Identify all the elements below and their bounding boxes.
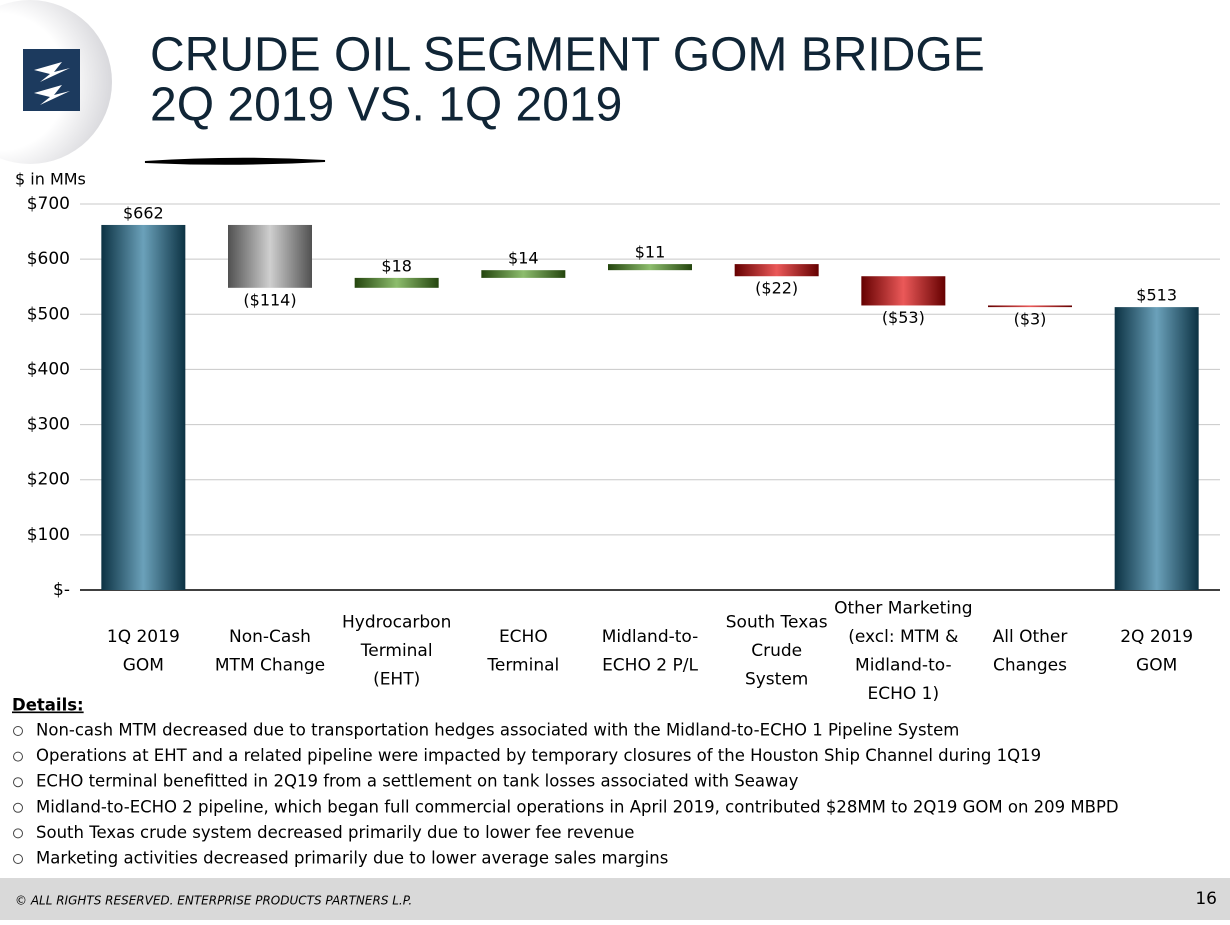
bar bbox=[481, 270, 566, 278]
title-underline bbox=[144, 157, 326, 165]
x-tick-label: Terminal bbox=[486, 655, 559, 675]
bar bbox=[608, 264, 692, 271]
y-axis-label: $ in MMs bbox=[15, 170, 86, 189]
value-label: ($114) bbox=[243, 290, 296, 309]
logo-mark bbox=[34, 62, 70, 105]
x-tick-label: South Texas bbox=[726, 613, 828, 633]
y-tick-label: $400 bbox=[27, 359, 70, 379]
y-tick-label: $200 bbox=[27, 470, 70, 490]
value-label: $11 bbox=[635, 243, 666, 262]
page-number: 16 bbox=[1195, 889, 1217, 909]
x-tick-label: 1Q 2019 bbox=[107, 627, 180, 647]
x-tick-label: MTM Change bbox=[215, 655, 325, 675]
y-tick-label: $700 bbox=[27, 194, 70, 214]
bar bbox=[101, 224, 186, 590]
y-tick-label: $- bbox=[53, 580, 70, 600]
bar bbox=[861, 276, 946, 306]
x-tick-label: Crude bbox=[751, 641, 802, 661]
detail-item: Non-cash MTM decreased due to transporta… bbox=[36, 721, 959, 740]
x-tick-label: Non-Cash bbox=[229, 627, 311, 647]
x-tick-label: (EHT) bbox=[373, 670, 420, 690]
chart: $- $100 $200 $300 $400 $500 $600 $700 $662 1Q 201… bbox=[27, 194, 1220, 704]
value-label: $662 bbox=[123, 203, 164, 222]
bullet bbox=[13, 802, 23, 813]
x-tick-label: ECHO bbox=[499, 627, 548, 647]
x-tick-label: ECHO 2 P/L bbox=[602, 655, 698, 675]
title-line: CRUDE OIL SEGMENT GOM BRIDGE bbox=[150, 29, 985, 82]
value-label: $14 bbox=[508, 249, 539, 268]
detail-item: Operations at EHT and a related pipeline… bbox=[36, 746, 1041, 765]
detail-item: Marketing activities decreased primarily… bbox=[36, 849, 668, 868]
logo bbox=[23, 49, 80, 111]
bar bbox=[1114, 307, 1199, 590]
details-heading: Details: bbox=[12, 696, 84, 715]
value-label: ($53) bbox=[882, 308, 925, 327]
x-tick-label: All Other bbox=[993, 627, 1068, 647]
x-tick-label: (excl: MTM & bbox=[848, 627, 958, 647]
x-tick-label: Midland-to- bbox=[602, 627, 699, 647]
detail-item: South Texas crude system decreased prima… bbox=[36, 823, 634, 842]
value-label: ($3) bbox=[1014, 310, 1047, 329]
title-line: 2Q 2019 VS. 1Q 2019 bbox=[150, 79, 622, 132]
bar bbox=[354, 277, 439, 288]
bullet bbox=[13, 751, 23, 762]
value-label: $513 bbox=[1136, 286, 1177, 305]
bullet bbox=[13, 777, 23, 788]
x-tick-label: System bbox=[745, 670, 808, 690]
value-label: ($22) bbox=[755, 279, 798, 298]
bullet bbox=[13, 828, 23, 839]
x-tick-label: GOM bbox=[123, 655, 164, 675]
x-tick-label: Terminal bbox=[360, 641, 433, 661]
detail-item: Midland-to-ECHO 2 pipeline, which began … bbox=[36, 797, 1119, 816]
bar bbox=[734, 264, 819, 277]
y-tick-label: $600 bbox=[27, 249, 70, 269]
copyright: © ALL RIGHTS RESERVED. ENTERPRISE PRODUC… bbox=[15, 894, 412, 908]
bullet bbox=[13, 854, 23, 864]
x-tick-label: Hydrocarbon bbox=[342, 613, 451, 633]
x-tick-label: Midland-to- bbox=[855, 655, 952, 675]
bullet bbox=[13, 726, 23, 736]
bar bbox=[988, 305, 1072, 308]
y-tick-label: $100 bbox=[27, 525, 70, 545]
x-tick-label: GOM bbox=[1136, 655, 1177, 675]
details: Non-cash MTM decreased due to transporta… bbox=[13, 721, 1119, 868]
detail-item: ECHO terminal benefitted in 2Q19 from a … bbox=[36, 772, 799, 791]
x-tick-label: Changes bbox=[993, 655, 1067, 675]
footer-bar bbox=[0, 878, 1230, 920]
x-tick-label: ECHO 1) bbox=[868, 684, 940, 704]
x-tick-label: 2Q 2019 bbox=[1120, 627, 1193, 647]
value-label: $18 bbox=[381, 256, 412, 275]
y-tick-label: $500 bbox=[27, 304, 70, 324]
y-tick-label: $300 bbox=[27, 415, 70, 435]
bar bbox=[228, 224, 312, 288]
x-tick-label: Other Marketing bbox=[834, 598, 972, 618]
